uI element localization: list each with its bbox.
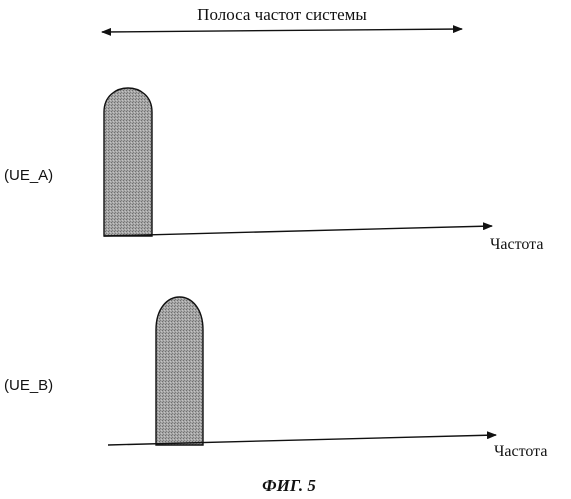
figure-caption: ФИГ. 5: [262, 476, 316, 495]
system-bandwidth-indicator: Полоса частот системы: [102, 5, 462, 32]
plot-ue-b: (UE_B) Частота: [4, 297, 547, 460]
system-bandwidth-arrow: [102, 29, 462, 32]
plot-ue-a: (UE_A) Частота: [4, 88, 543, 253]
ue-a-label: (UE_A): [4, 167, 53, 184]
ue-b-frequency-axis-label: Частота: [494, 443, 547, 460]
system-bandwidth-label: Полоса частот системы: [197, 5, 367, 24]
ue-a-frequency-axis: [104, 226, 492, 236]
ue-a-frequency-axis-label: Частота: [490, 236, 543, 253]
ue-b-frequency-pulse: [156, 297, 203, 445]
ue-b-label: (UE_B): [4, 377, 53, 394]
ue-a-frequency-pulse: [104, 88, 152, 236]
